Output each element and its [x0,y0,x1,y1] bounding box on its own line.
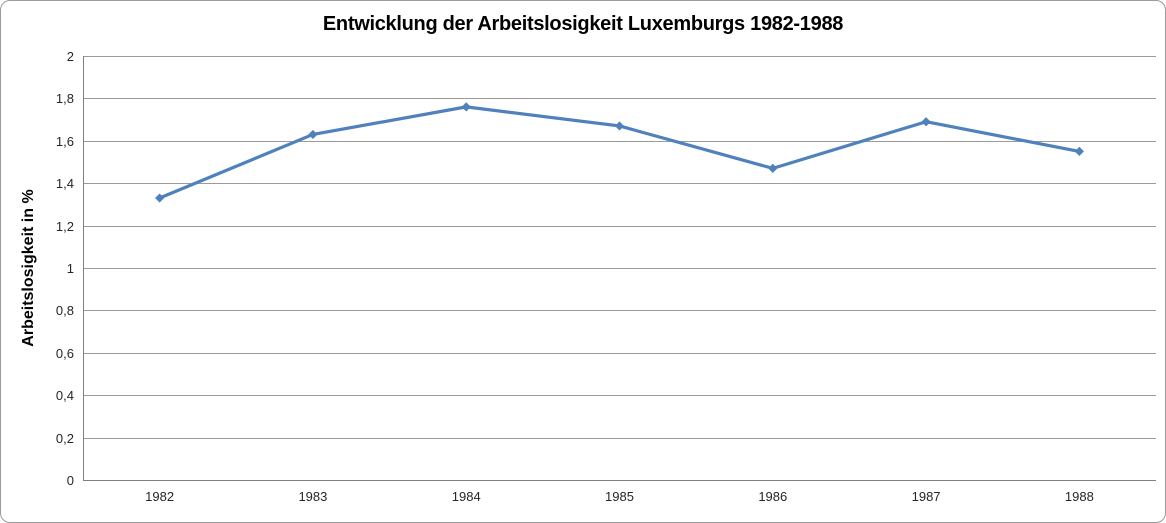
gridlines [83,56,1156,481]
svg-text:0,2: 0,2 [56,431,74,446]
data-point [155,193,165,203]
x-tick-labels: 1982 1983 1984 1985 1986 1987 1988 [145,489,1094,504]
svg-text:0,6: 0,6 [56,346,74,361]
svg-text:2: 2 [67,49,74,64]
data-markers [155,102,1084,203]
svg-text:0: 0 [67,473,74,488]
svg-text:1984: 1984 [452,489,481,504]
svg-text:1,4: 1,4 [56,176,74,191]
svg-text:1982: 1982 [145,489,174,504]
series-line [158,105,1081,200]
svg-text:1986: 1986 [758,489,787,504]
svg-text:1,8: 1,8 [56,91,74,106]
svg-text:1985: 1985 [605,489,634,504]
data-point [1074,146,1084,156]
svg-text:1: 1 [67,261,74,276]
data-point [308,129,318,140]
svg-text:1,6: 1,6 [56,134,74,149]
data-point [921,117,931,127]
svg-text:0,4: 0,4 [56,388,74,403]
axes [83,56,1156,481]
chart-title: Entwicklung der Arbeitslosigkeit Luxembu… [322,13,844,35]
data-point [768,163,778,173]
data-point [614,121,625,131]
svg-text:1,2: 1,2 [56,219,74,234]
svg-text:1983: 1983 [298,489,327,504]
y-tick-labels: 0 0,2 0,4 0,6 0,8 1 1,2 1,4 1,6 1,8 2 [56,49,74,488]
data-point [461,102,471,112]
svg-text:1987: 1987 [912,489,941,504]
svg-text:0,8: 0,8 [56,303,74,318]
svg-text:1988: 1988 [1065,489,1094,504]
